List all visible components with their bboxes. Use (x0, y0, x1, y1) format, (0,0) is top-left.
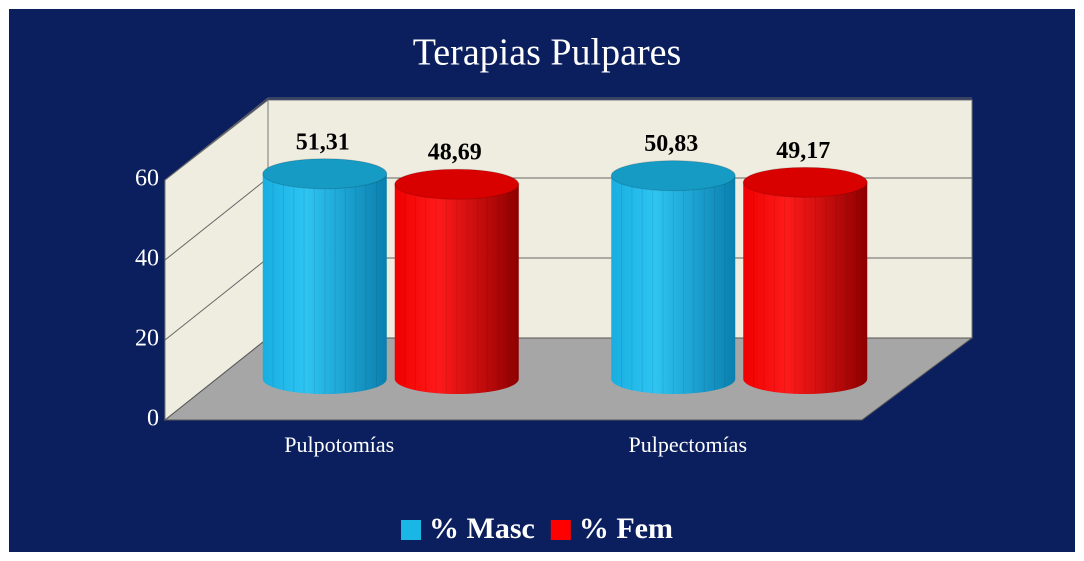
legend-swatch (401, 520, 421, 540)
bar-body (611, 175, 736, 395)
y-tick-label: 60 (135, 166, 159, 192)
value-label: 50,83 (644, 131, 698, 157)
bar-body (262, 173, 387, 395)
bar-top (742, 166, 868, 198)
x-tick-label: Pulpotomías (284, 432, 394, 457)
y-tick-label: 0 (147, 406, 159, 432)
value-label: 51,31 (296, 129, 350, 155)
value-label: 48,69 (428, 140, 482, 166)
bar (742, 166, 868, 395)
grid-line (164, 177, 269, 261)
legend-label: % Masc (429, 512, 535, 545)
bar-body (394, 184, 519, 394)
y-tick-label: 20 (135, 326, 159, 352)
bar (394, 168, 520, 394)
value-label: 49,17 (776, 138, 830, 164)
bar (610, 160, 736, 395)
bar (262, 158, 388, 395)
bar-body (743, 182, 868, 395)
grid-line (164, 97, 269, 181)
y-tick-label: 40 (135, 246, 159, 272)
bar-top (262, 158, 388, 190)
x-tick-label: Pulpectomías (628, 432, 747, 457)
grid-line (164, 257, 269, 341)
legend-swatch (550, 520, 571, 540)
chart-title: Terapias Pulpares (413, 32, 682, 74)
bar-top (610, 160, 736, 192)
bar-top (394, 168, 520, 200)
legend-label: % Fem (579, 512, 673, 545)
